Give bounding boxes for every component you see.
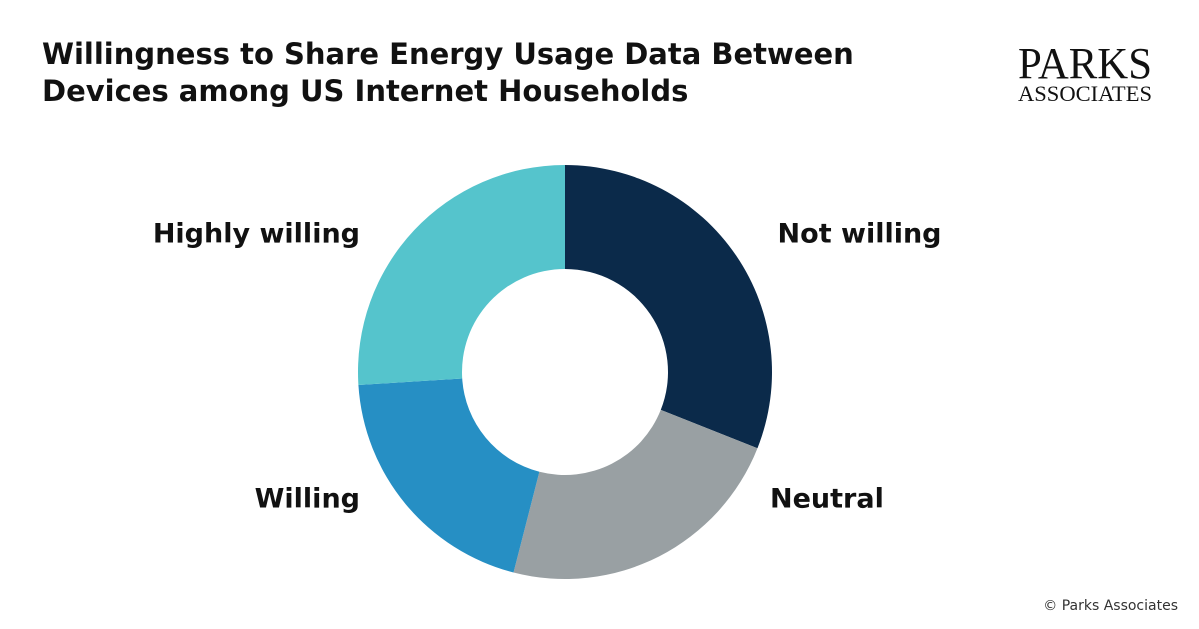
- logo: ASSOCIATES: [1018, 81, 1152, 106]
- donut-slice: [513, 409, 758, 579]
- chart-title: Willingness to Share Energy Usage Data B…: [42, 37, 854, 71]
- slice-label: Not willing: [778, 219, 942, 250]
- donut-slice: [565, 165, 772, 449]
- chart-title: Devices among US Internet Households: [42, 74, 688, 108]
- source: © Parks Associates: [1043, 598, 1178, 614]
- donut-slice: [358, 378, 540, 573]
- logo: PARKS: [1018, 39, 1152, 88]
- slice-label: Neutral: [770, 484, 884, 515]
- slice-label: Highly willing: [153, 219, 360, 250]
- slice-label: Willing: [255, 484, 360, 515]
- donut-slice: [358, 165, 565, 385]
